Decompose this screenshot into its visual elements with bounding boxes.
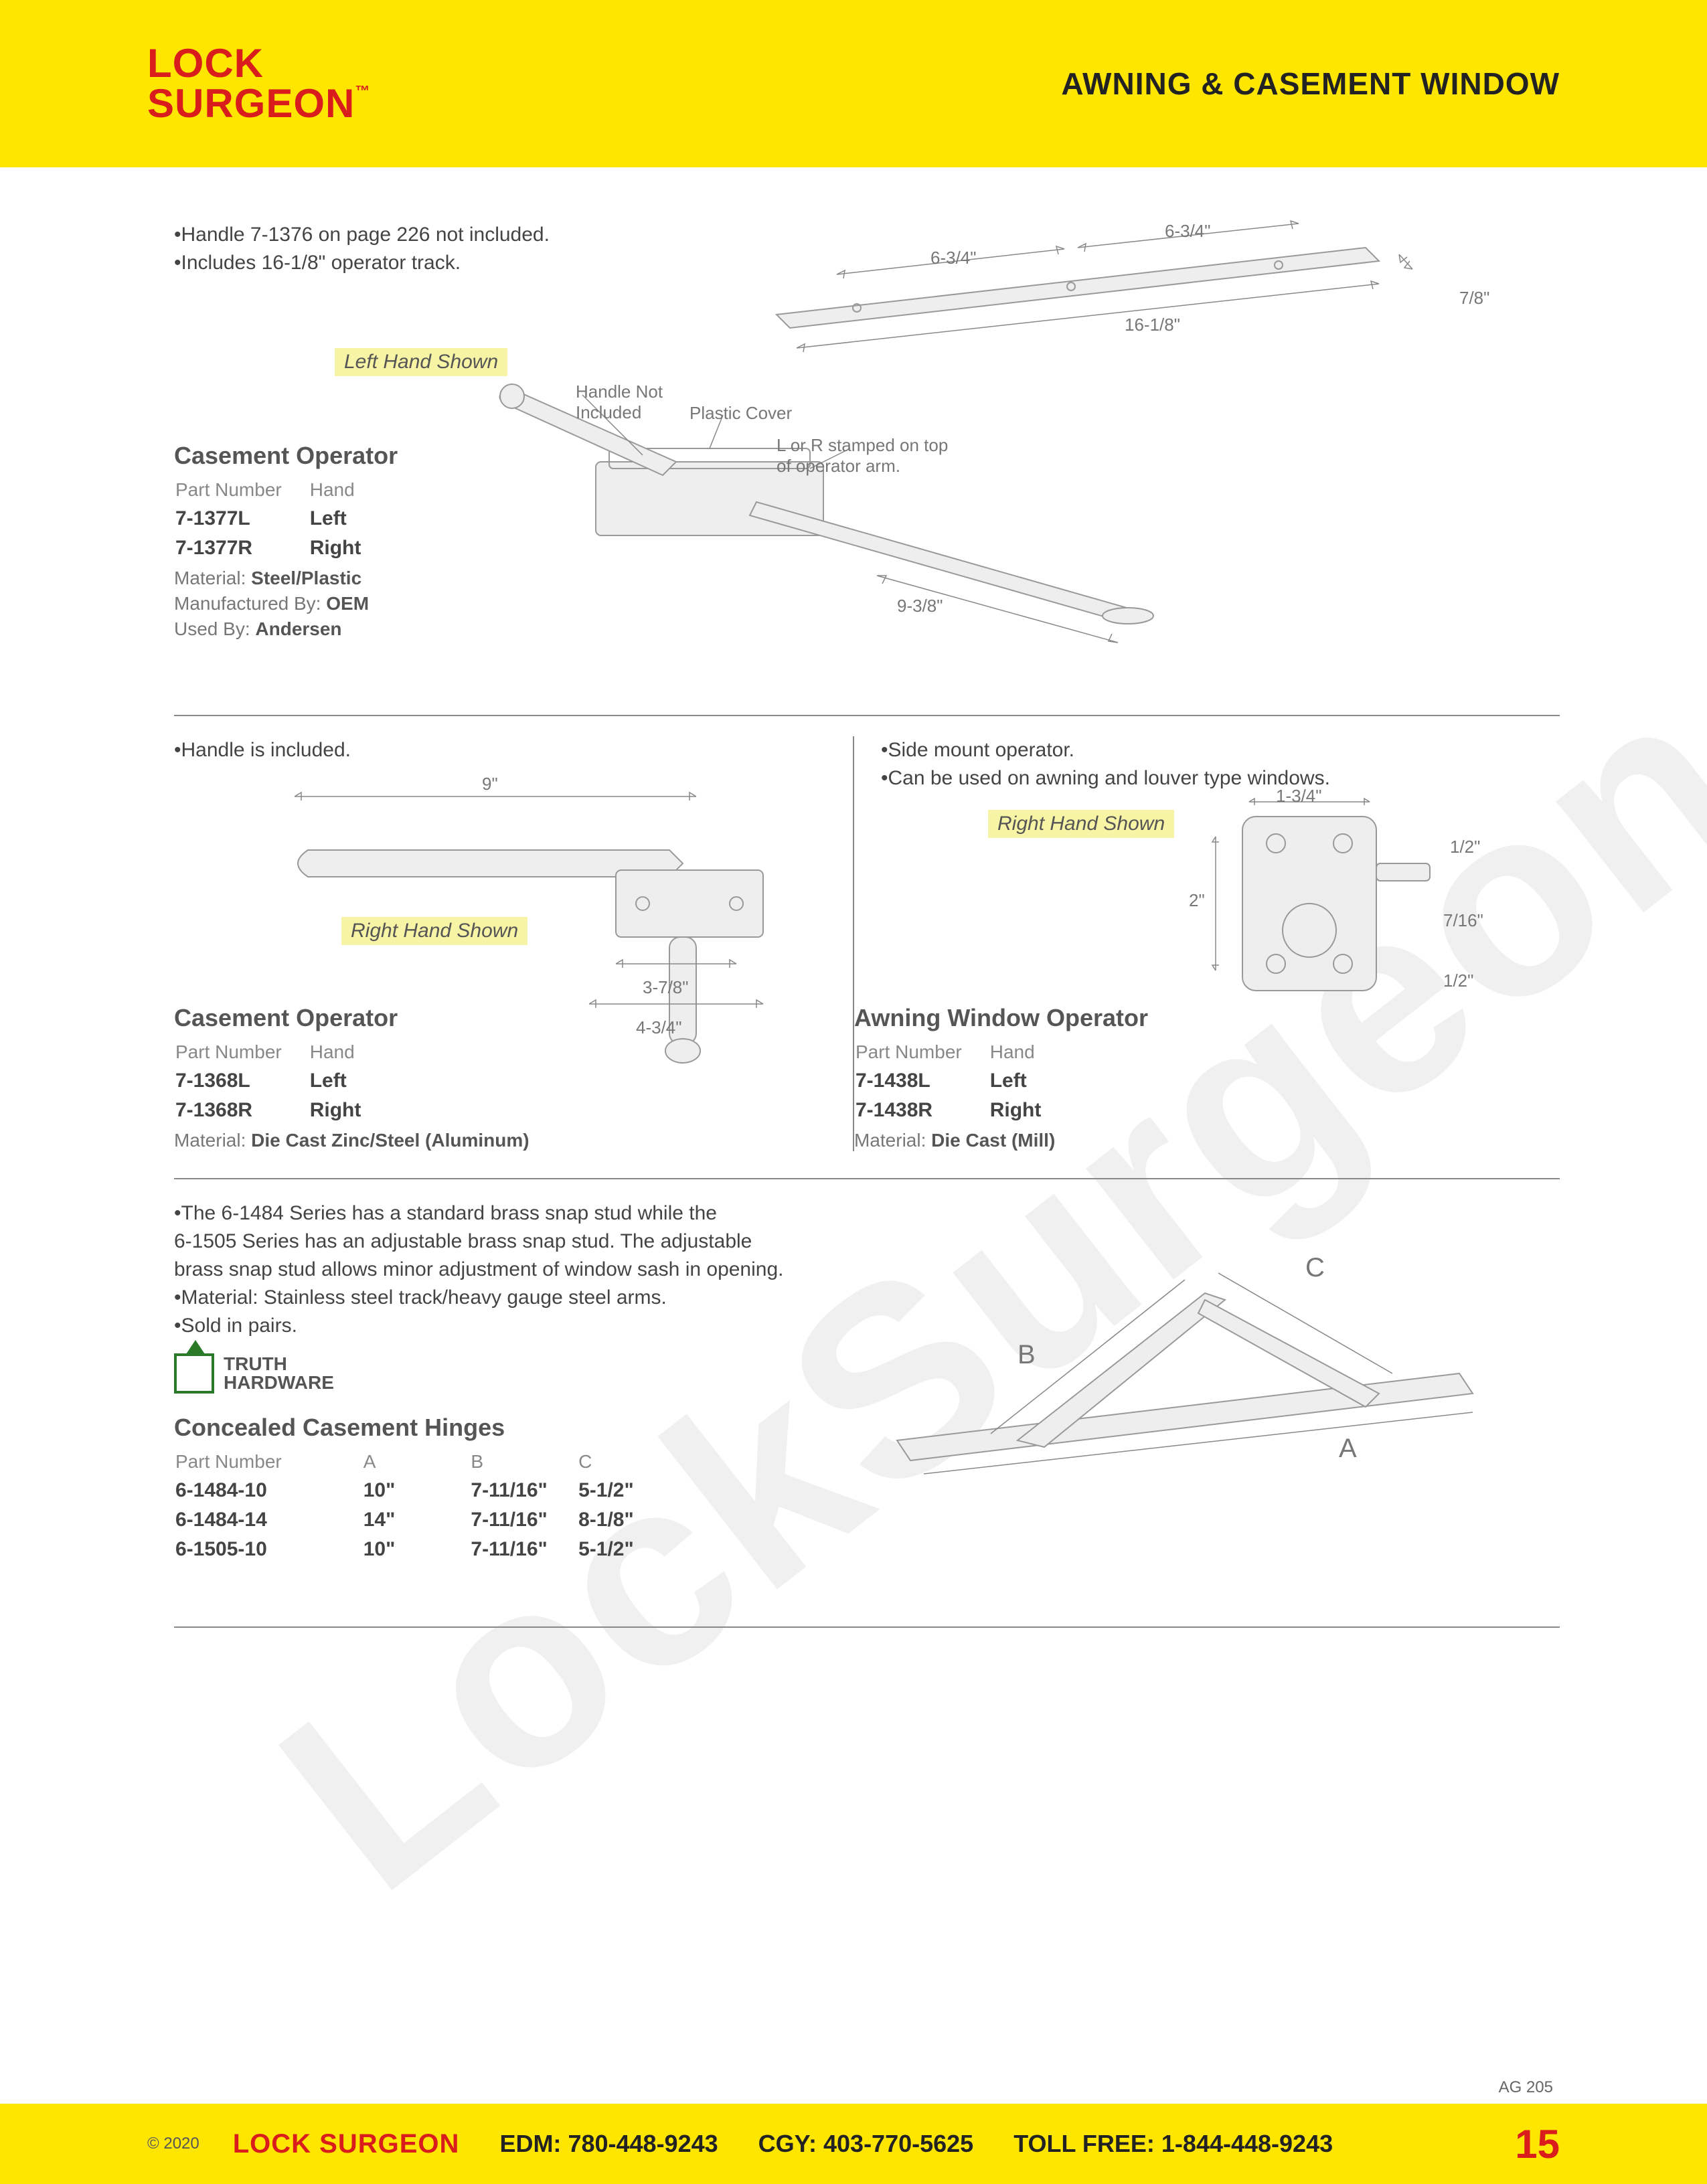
copyright: © 2020: [147, 2134, 199, 2153]
ag-code: AG 205: [1499, 2078, 1553, 2097]
meta-line: Used By: Andersen: [174, 618, 398, 640]
dim-trackw: 7/8": [1459, 288, 1489, 309]
page-header: LOCK SURGEON™ AWNING & CASEMENT WINDOW: [0, 0, 1707, 167]
dim-w: 1-3/4": [1276, 786, 1322, 807]
phone-edm: EDM: 780-448-9243: [499, 2130, 718, 2158]
page-number: 15: [1515, 2121, 1560, 2167]
logo-line1: LOCK: [147, 41, 264, 86]
dim-h: 2": [1189, 890, 1205, 911]
page-title: AWNING & CASEMENT WINDOW: [1061, 66, 1560, 102]
catalog-page: LockSurgeon.com LOCK SURGEON™ AWNING & C…: [0, 0, 1707, 2184]
table-row: 7-1438RRight: [856, 1096, 1068, 1124]
product-title: Awning Window Operator: [854, 1004, 1148, 1032]
hand-tag: Right Hand Shown: [341, 917, 527, 945]
page-footer: © 2020 LOCK SURGEON EDM: 780-448-9243 CG…: [0, 2104, 1707, 2184]
footer-brand: LOCK SURGEON: [233, 2129, 460, 2159]
note-line: •Can be used on awning and louver type w…: [881, 764, 1560, 792]
parts-table: Part NumberHand 7-1377LLeft 7-1377RRight: [174, 475, 389, 564]
dim-b: B: [1018, 1340, 1036, 1370]
logo-line2: SURGEON: [147, 81, 355, 126]
dim-len: 9": [482, 774, 498, 794]
callout-handle: Handle Not Included: [576, 382, 663, 423]
parts-table: Part NumberHand 7-1368LLeft 7-1368RRight: [174, 1037, 389, 1126]
section-hinges: •The 6-1484 Series has a standard brass …: [174, 1199, 1560, 1628]
dim-t2: 1/2": [1443, 971, 1473, 991]
dim-t1: 1/2": [1450, 837, 1480, 857]
col-header: Hand: [310, 477, 388, 503]
hinge-table: Part Number A B C 6-1484-1010"7-11/16"5-…: [174, 1447, 662, 1565]
table-row: 7-1377LLeft: [175, 505, 388, 533]
product-title: Casement Operator: [174, 1004, 530, 1032]
meta-line: Manufactured By: OEM: [174, 593, 398, 614]
product-title: Casement Operator: [174, 442, 398, 470]
logo: LOCK SURGEON™: [147, 44, 370, 124]
table-row: 6-1505-1010"7-11/16"5-1/2": [175, 1535, 661, 1564]
hinge-diagram: [857, 1240, 1526, 1494]
note-line: •Side mount operator.: [881, 736, 1560, 764]
note-line: •The 6-1484 Series has a standard brass …: [174, 1199, 1560, 1228]
hand-tag: Right Hand Shown: [988, 810, 1174, 838]
dim-b1: 3-7/8": [643, 977, 689, 998]
phone-tollfree: TOLL FREE: 1-844-448-9243: [1013, 2130, 1333, 2158]
table-row: 7-1368RRight: [175, 1096, 388, 1124]
trademark: ™: [355, 82, 370, 99]
table-row: 7-1368LLeft: [175, 1067, 388, 1095]
col-header: Part Number: [175, 477, 309, 503]
col-right: •Side mount operator. •Can be used on aw…: [853, 736, 1560, 1151]
dim-b2: 4-3/4": [636, 1017, 682, 1038]
dim-a: A: [1339, 1434, 1357, 1464]
table-row: 6-1484-1010"7-11/16"5-1/2": [175, 1477, 661, 1505]
meta-line: Material: Steel/Plastic: [174, 568, 398, 589]
phone-cgy: CGY: 403-770-5625: [758, 2130, 974, 2158]
table-row: 6-1484-1414"7-11/16"8-1/8": [175, 1506, 661, 1534]
page-content: •Handle 7-1376 on page 226 not included.…: [0, 167, 1707, 1628]
dim-track1: 6-3/4": [930, 248, 977, 268]
meta-line: Material: Die Cast Zinc/Steel (Aluminum): [174, 1130, 530, 1151]
section-casement-1: •Handle 7-1376 on page 226 not included.…: [174, 221, 1560, 716]
house-icon: [174, 1353, 214, 1394]
dim-c: C: [1305, 1253, 1325, 1283]
truth-text: TRUTH HARDWARE: [224, 1355, 334, 1392]
callout-stamp: L or R stamped on top of operator arm.: [777, 435, 948, 477]
table-row: 7-1377RRight: [175, 534, 388, 562]
dim-track2: 6-3/4": [1165, 221, 1211, 242]
meta-line: Material: Die Cast (Mill): [854, 1130, 1148, 1151]
callout-cover: Plastic Cover: [689, 403, 792, 424]
note-line: •Handle is included.: [174, 736, 853, 764]
parts-table: Part NumberHand 7-1438LLeft 7-1438RRight: [854, 1037, 1069, 1126]
section-operators: •Handle is included. 9" 3-7/8" 4-3/4" Ri…: [174, 736, 1560, 1179]
dim-tracklen: 16-1/8": [1125, 315, 1180, 335]
dim-arm: 9-3/8": [897, 596, 943, 616]
col-left: •Handle is included. 9" 3-7/8" 4-3/4" Ri…: [174, 736, 853, 1151]
table-row: 7-1438LLeft: [856, 1067, 1068, 1095]
dim-shaft: 7/16": [1443, 910, 1483, 931]
